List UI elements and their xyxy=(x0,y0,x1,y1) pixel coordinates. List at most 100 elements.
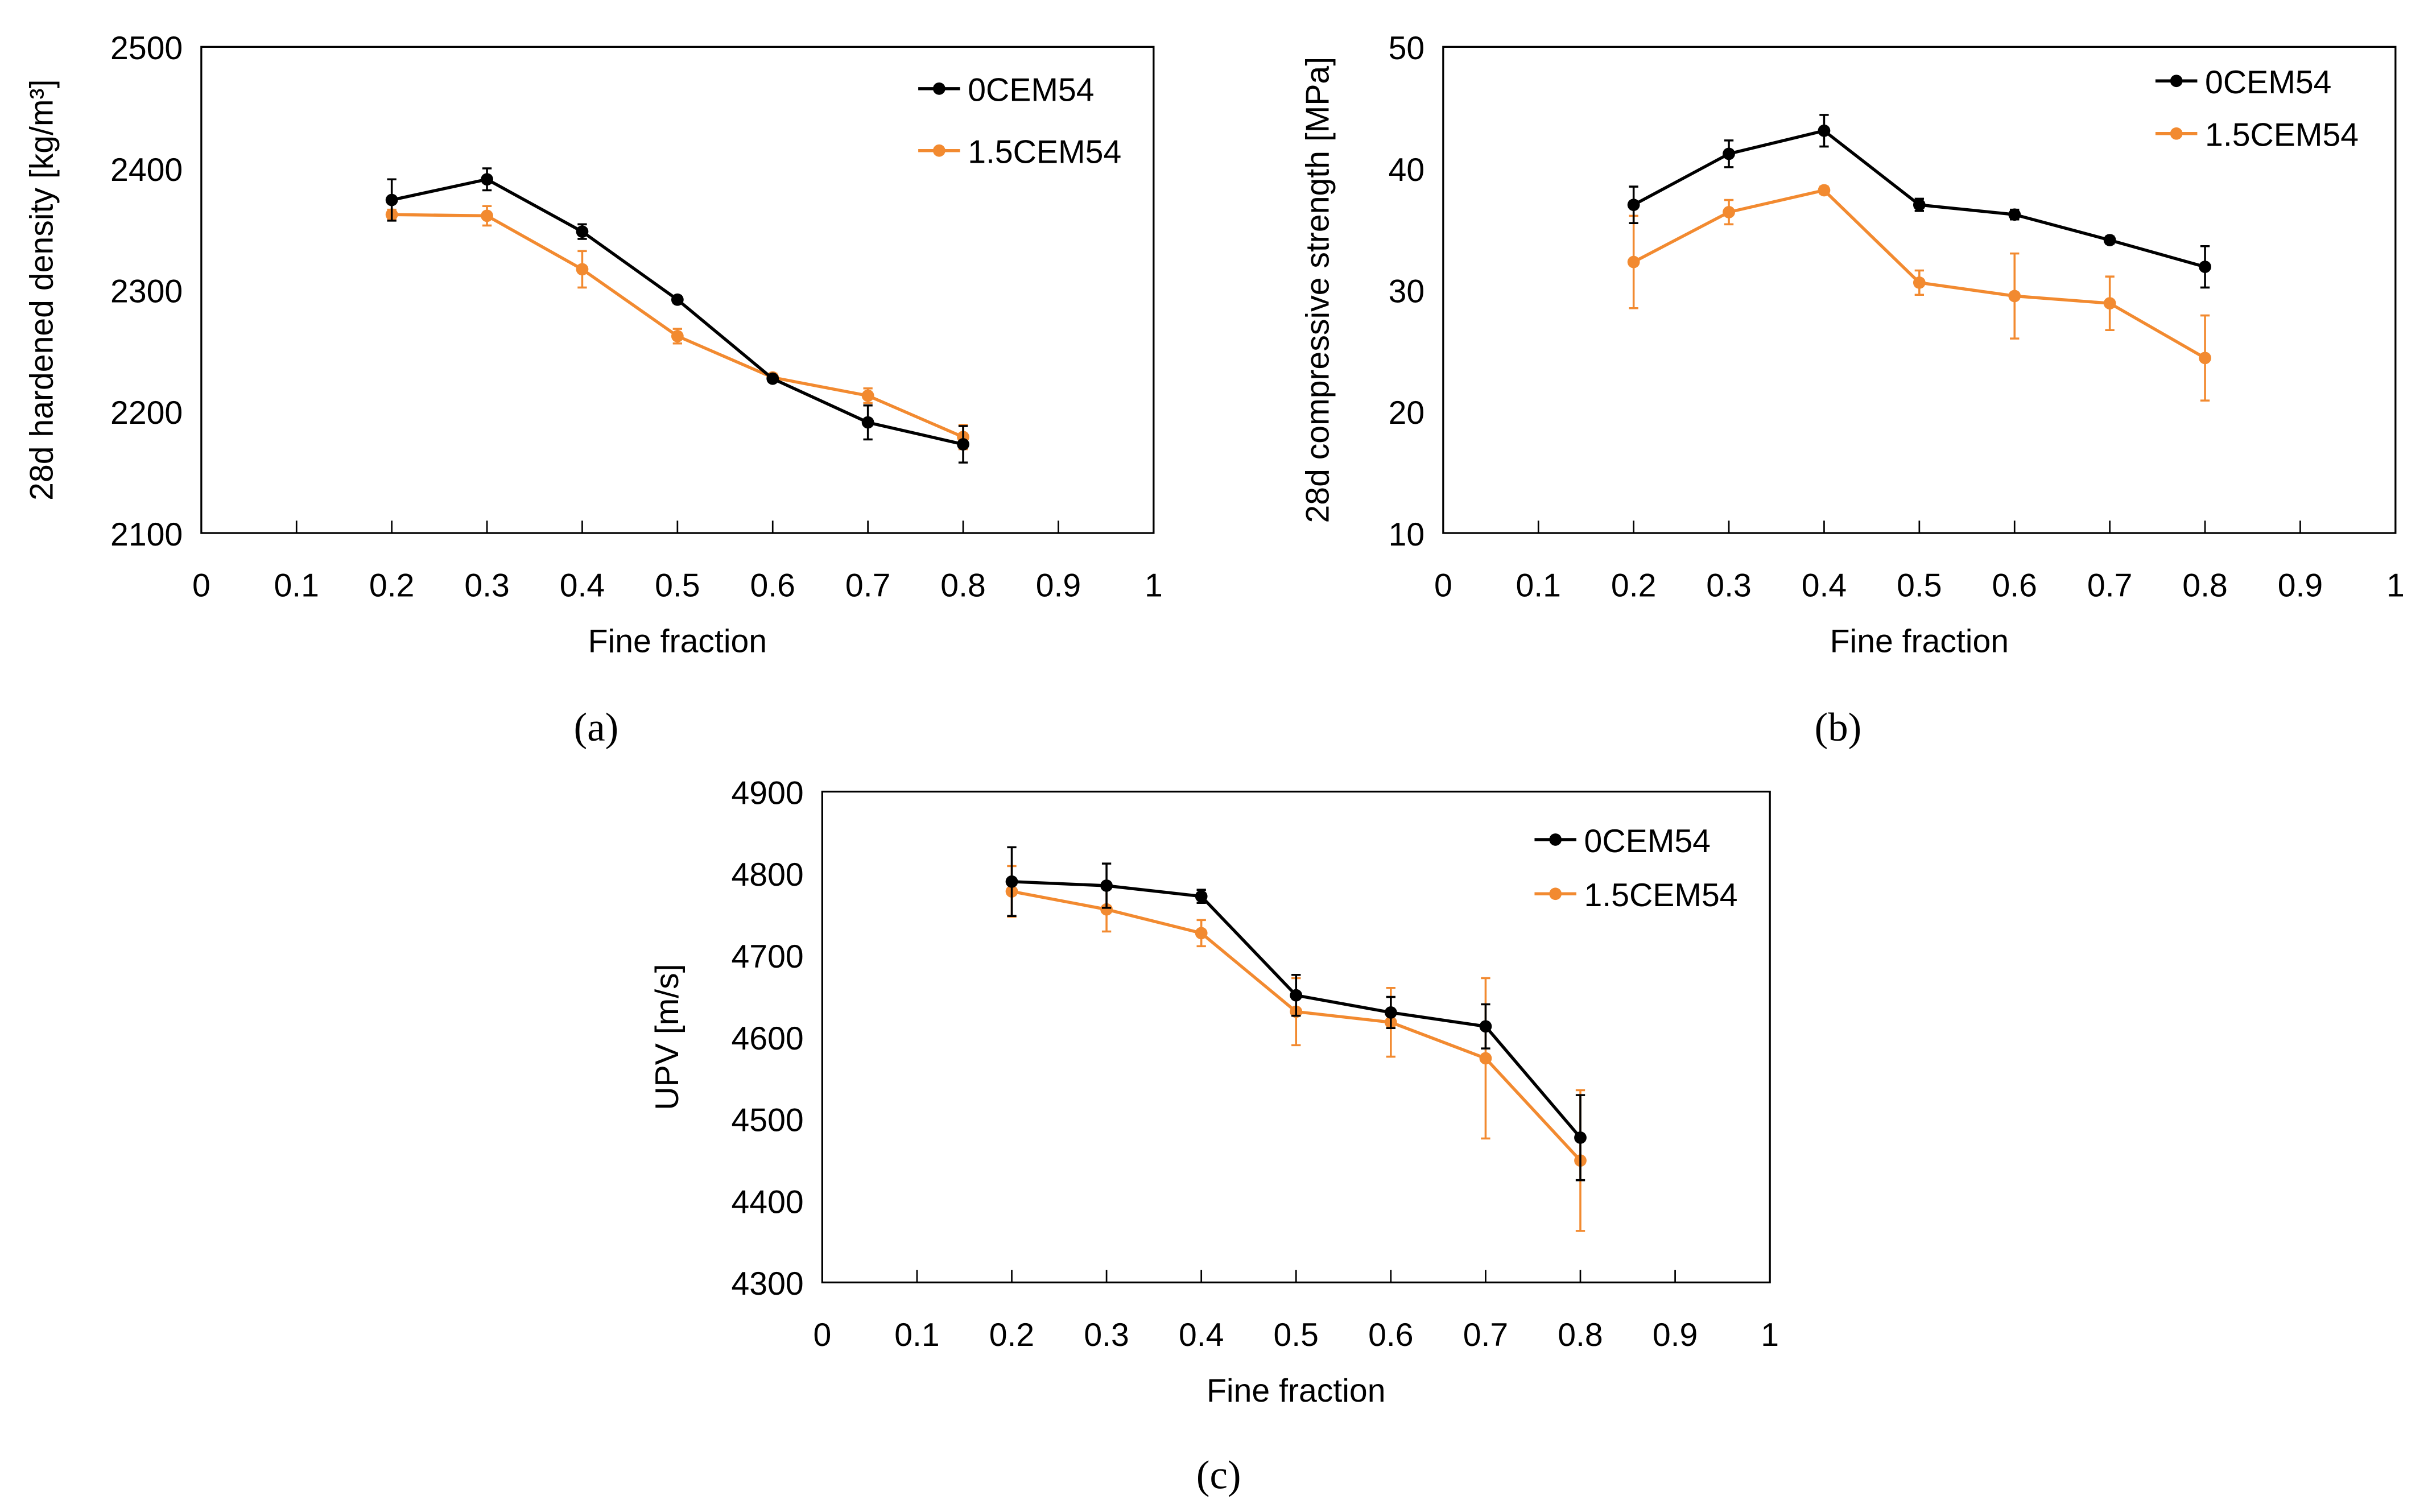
data-point xyxy=(1913,199,1926,212)
legend-marker xyxy=(1549,833,1562,846)
x-tick-label: 0.9 xyxy=(2278,568,2323,604)
data-point xyxy=(2008,208,2021,221)
y-tick-label: 4800 xyxy=(732,857,804,893)
x-tick-label: 0.3 xyxy=(1706,568,1751,604)
x-tick-label: 0.4 xyxy=(1802,568,1847,604)
legend-marker xyxy=(2170,75,2183,88)
y-tick-label: 2300 xyxy=(110,273,183,309)
x-tick-label: 0.3 xyxy=(464,568,509,604)
data-point xyxy=(2199,352,2211,365)
y-tick-label: 4700 xyxy=(732,939,804,975)
data-point xyxy=(1479,1052,1492,1065)
y-tick-label: 4300 xyxy=(732,1266,804,1302)
data-point xyxy=(1723,147,1735,160)
x-tick-label: 0.4 xyxy=(560,568,605,604)
legend: 0CEM54 1.5CEM54 xyxy=(1534,823,1738,914)
x-tick-label: 0.4 xyxy=(1179,1317,1224,1353)
data-point xyxy=(1100,903,1113,916)
x-tick-label: 0 xyxy=(813,1317,831,1353)
data-point xyxy=(576,263,589,276)
data-point xyxy=(481,209,493,222)
y-tick-label: 2200 xyxy=(110,395,183,431)
x-tick-label: 1 xyxy=(1761,1317,1779,1353)
series-line xyxy=(391,177,964,446)
y-tick-label: 4600 xyxy=(732,1021,804,1057)
data-point xyxy=(1818,124,1831,137)
data-point xyxy=(576,225,589,238)
x-tick-label: 0.8 xyxy=(1558,1317,1603,1353)
x-tick-label: 0 xyxy=(192,568,210,604)
x-tick-label: 0.2 xyxy=(369,568,414,604)
data-point xyxy=(2103,234,2116,246)
legend-label: 1.5CEM54 xyxy=(2205,117,2359,154)
y-tick-label: 40 xyxy=(1389,152,1425,188)
x-axis-title: Fine fraction xyxy=(1207,1373,1386,1409)
y-axis-title: UPV [m/s] xyxy=(649,964,686,1110)
data-point xyxy=(1574,1131,1587,1144)
series-1.5CEM54 xyxy=(1627,184,2211,402)
series-1.5CEM54 xyxy=(385,205,969,451)
data-point xyxy=(671,293,684,306)
x-tick-label: 0.7 xyxy=(1463,1317,1508,1353)
series-line xyxy=(391,213,964,439)
x-tick-label: 0.2 xyxy=(989,1317,1034,1353)
y-tick-label: 10 xyxy=(1389,517,1425,553)
data-point xyxy=(1627,199,1640,212)
series-1.5CEM54 xyxy=(1005,865,1587,1232)
panel-label: (a) xyxy=(574,705,619,750)
data-point xyxy=(1195,927,1208,940)
legend-marker xyxy=(932,144,945,157)
data-point xyxy=(671,330,684,342)
chart-b: 0 0.1 0.2 0.3 0.4 0.5 0.6 0.7 0.8 0.9 1 10 20 30 40 50 F… xyxy=(1299,30,2404,750)
data-point xyxy=(1384,1006,1397,1019)
legend-label: 0CEM54 xyxy=(1584,823,1711,860)
data-point xyxy=(861,389,874,402)
y-axis-title: 28d compressive strength [MPa] xyxy=(1299,57,1336,523)
data-point xyxy=(1195,890,1208,903)
data-point xyxy=(2008,290,2021,303)
x-tick-label: 0.1 xyxy=(1516,568,1561,604)
data-point xyxy=(1818,184,1831,197)
x-tick-label: 0.8 xyxy=(2182,568,2227,604)
y-tick-label: 30 xyxy=(1389,273,1425,309)
data-point xyxy=(766,372,779,385)
panel-label: (b) xyxy=(1815,705,1862,750)
plot-area xyxy=(200,46,1155,534)
data-point xyxy=(1100,879,1113,892)
data-point xyxy=(861,416,874,429)
y-tick-label: 4500 xyxy=(732,1102,804,1139)
x-tick-label: 1 xyxy=(2386,568,2405,604)
y-tick-label: 2500 xyxy=(110,30,183,67)
legend-marker xyxy=(2170,127,2183,140)
legend-label: 1.5CEM54 xyxy=(1584,877,1738,914)
data-point xyxy=(2103,297,2116,310)
x-tick-label: 0.6 xyxy=(1992,568,2037,604)
y-tick-label: 4900 xyxy=(732,775,804,811)
x-tick-label: 0.2 xyxy=(1611,568,1656,604)
data-point xyxy=(1479,1020,1492,1033)
x-tick-label: 1 xyxy=(1145,568,1163,604)
y-tick-label: 4400 xyxy=(732,1184,804,1220)
series-0CEM54 xyxy=(1005,846,1587,1181)
data-point xyxy=(2199,261,2211,273)
x-tick-label: 0.9 xyxy=(1653,1317,1698,1353)
legend-marker xyxy=(1549,887,1562,900)
data-point xyxy=(1723,206,1735,218)
data-point xyxy=(1913,276,1926,289)
y-axis-title: 28d hardened density [kg/m³] xyxy=(24,80,60,501)
x-tick-label: 0.8 xyxy=(940,568,985,604)
x-tick-label: 0.3 xyxy=(1084,1317,1129,1353)
x-tick-label: 0.1 xyxy=(274,568,319,604)
legend-marker xyxy=(932,82,945,95)
data-point xyxy=(1005,875,1018,888)
x-tick-label: 0.1 xyxy=(894,1317,939,1353)
x-axis-title: Fine fraction xyxy=(588,623,767,660)
legend: 0CEM54 1.5CEM54 xyxy=(2155,64,2359,154)
legend: 0CEM54 1.5CEM54 xyxy=(918,72,1121,170)
x-tick-label: 0.7 xyxy=(845,568,890,604)
x-tick-label: 0.5 xyxy=(1274,1317,1319,1353)
x-tick-label: 0.6 xyxy=(1368,1317,1413,1353)
legend-label: 0CEM54 xyxy=(2205,64,2331,101)
data-point xyxy=(1290,989,1303,1002)
